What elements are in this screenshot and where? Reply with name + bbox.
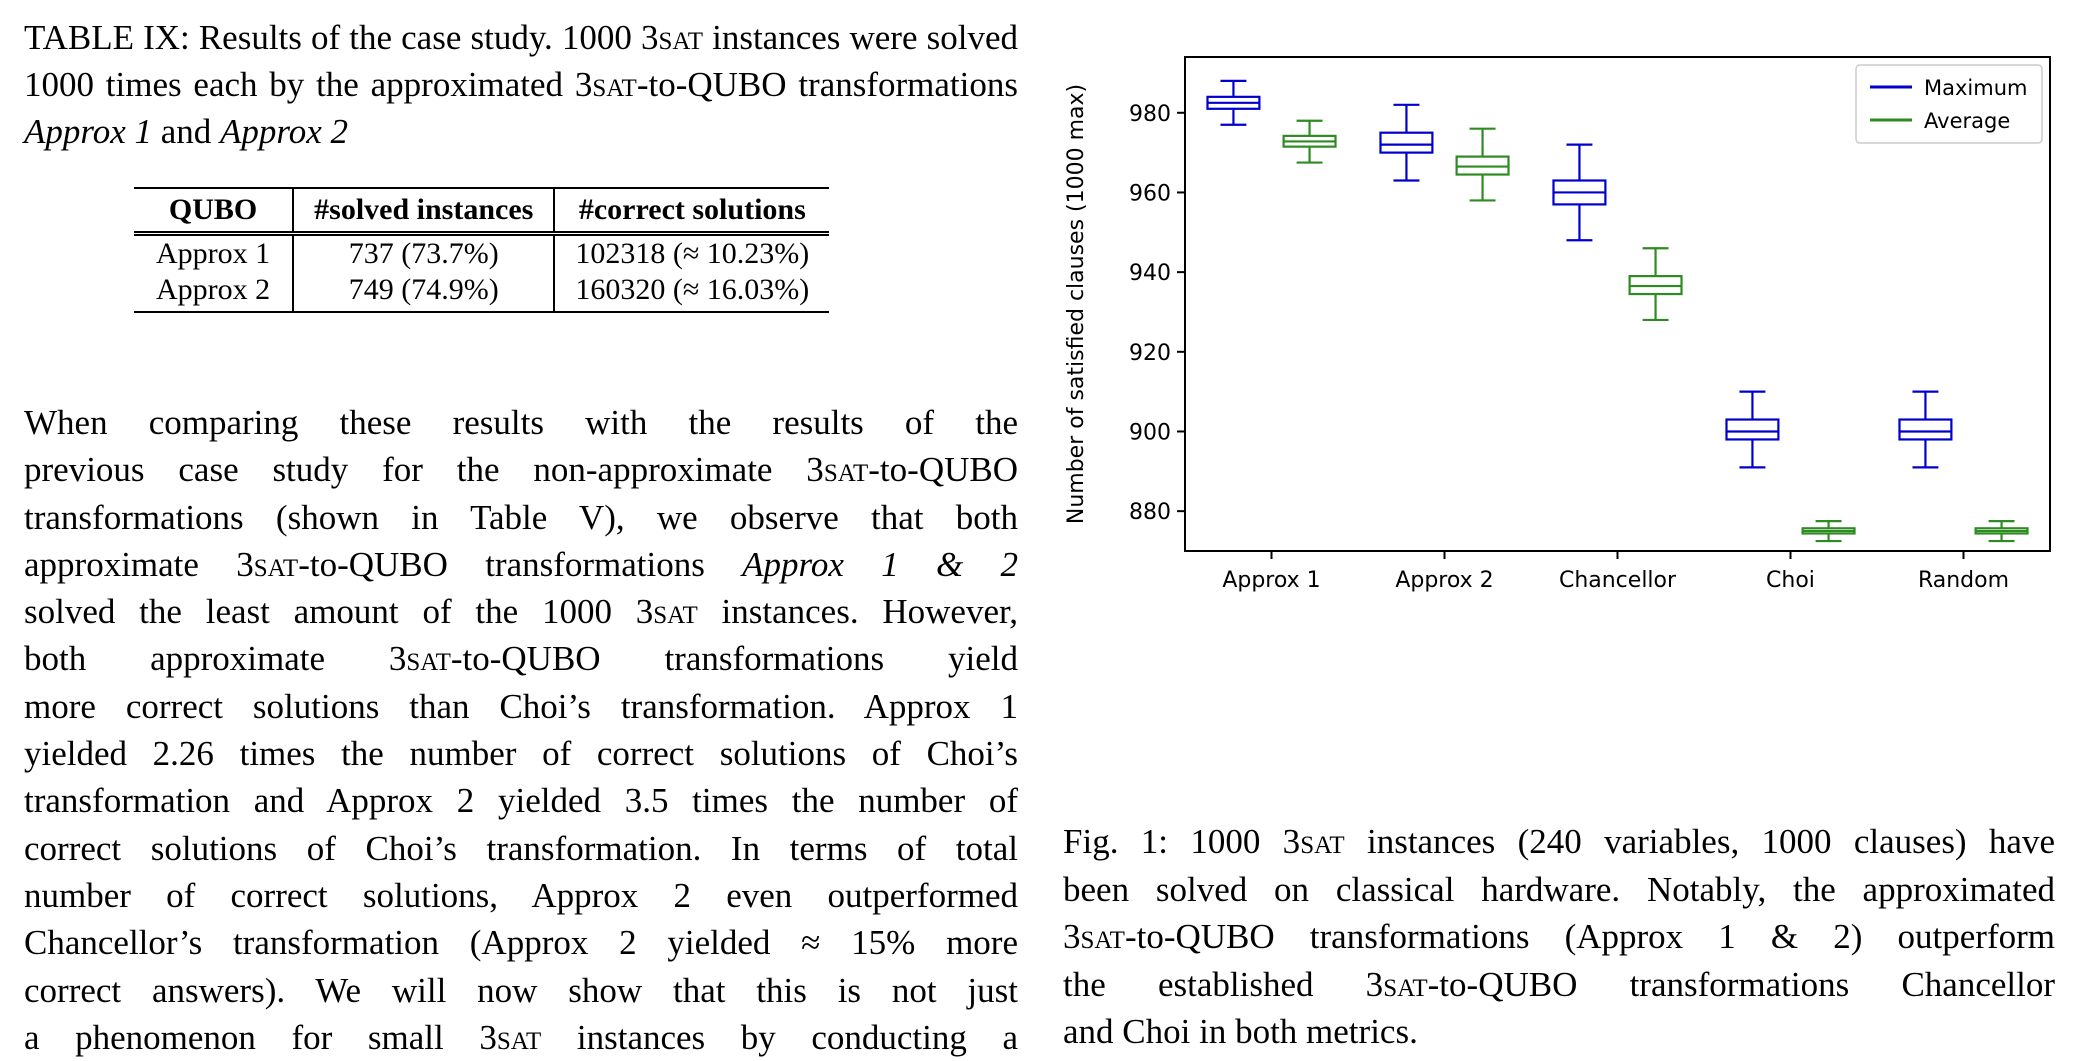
paragraph-line: a phenomenon for small 3sat instances by… <box>24 1017 1018 1057</box>
figure-caption-line: 3sat-to-QUBO transformations (Approx 1 &… <box>1063 917 2055 956</box>
y-tick-label: 880 <box>1129 500 1171 525</box>
table-header: #solved instances <box>292 187 555 236</box>
figure-caption: Fig. 1: 1000 3sat instances (240 variabl… <box>1063 818 2055 1056</box>
box <box>1898 418 1953 441</box>
box <box>1379 131 1434 154</box>
boxplot-figure: 880 900 920 940 960 980 Number of satisfied cl… <box>1040 40 2074 780</box>
legend-label: Average <box>1924 109 2010 133</box>
y-axis-label: Number of satisfied clauses (1000 max) <box>1064 84 1089 524</box>
x-tick-label: Approx 1 <box>1222 568 1320 593</box>
y-tick-label: 920 <box>1129 341 1171 366</box>
x-tick-label: Approx 2 <box>1395 568 1493 593</box>
table-header: QUBO <box>134 187 294 236</box>
paragraph-line: previous case study for the non-approxim… <box>24 450 1018 490</box>
table-header-row: QUBO #solved instances #correct solution… <box>134 187 830 236</box>
paragraph-line: solved the least amount of the 1000 3sat… <box>24 592 1018 632</box>
y-tick-label: 980 <box>1129 102 1171 127</box>
figure-caption-line: Fig. 1: 1000 3sat instances (240 variabl… <box>1063 822 2055 861</box>
table-block: TABLE IX: Results of the case study. 100… <box>24 14 1018 313</box>
legend-label: Maximum <box>1924 76 2027 100</box>
x-tick-label: Random <box>1918 568 2009 593</box>
boxplot-chart: 880 900 920 940 960 980 Number of satisfied cl… <box>1064 56 2051 593</box>
table-header: #correct solutions <box>553 187 830 236</box>
paragraph-line: When comparing these results with the re… <box>24 403 1018 442</box>
table-row: Approx 1 737 (73.7%) 102318 (≈ 10.23%) <box>134 233 830 272</box>
figure-caption-line: been solved on classical hardware. Notab… <box>1063 869 2055 909</box>
table-cell: 737 (73.7%) <box>292 233 555 272</box>
paragraph-line: yielded 2.26 times the number of correct… <box>24 734 1018 774</box>
paragraph-line: approximate 3sat-to-QUBO transformations… <box>24 544 1018 584</box>
box <box>1206 95 1261 110</box>
figure-caption-line: the established 3sat-to-QUBO transformat… <box>1063 964 2055 1004</box>
paragraph-line: correct solutions of Choi’s transformati… <box>24 828 1018 868</box>
table-cell: Approx 1 <box>156 237 271 270</box>
table-row: Approx 2 749 (74.9%) 160320 (≈ 16.03%) <box>134 272 830 313</box>
results-table: QUBO #solved instances #correct solution… <box>134 187 830 313</box>
box <box>1725 418 1780 441</box>
table-cell: 102318 (≈ 10.23%) <box>553 233 830 272</box>
x-tick-label: Choi <box>1766 568 1815 593</box>
table-cell: 749 (74.9%) <box>292 272 555 313</box>
table-caption: TABLE IX: Results of the case study. 100… <box>24 18 1018 151</box>
y-tick-label: 900 <box>1129 420 1171 445</box>
figure-caption-line: and Choi in both metrics. <box>1063 1012 1418 1051</box>
paragraph-line: correct answers). We will now show that … <box>24 970 1018 1010</box>
paragraph-line: transformations (shown in Table V), we o… <box>24 497 1018 537</box>
x-tick-label: Chancellor <box>1559 568 1677 593</box>
paragraph-line: more correct solutions than Choi’s trans… <box>24 686 1018 726</box>
body-paragraph: When comparing these results with the re… <box>24 399 1018 1061</box>
table-cell: 160320 (≈ 16.03%) <box>553 272 830 313</box>
paragraph-line: Chancellor’s transformation (Approx 2 yi… <box>24 923 1018 963</box>
paragraph-line: transformation and Approx 2 yielded 3.5 … <box>24 781 1018 821</box>
paragraph-line: both approximate 3sat-to-QUBO transforma… <box>24 639 1018 679</box>
y-tick-label: 960 <box>1129 181 1171 206</box>
legend-box <box>1855 64 2043 144</box>
y-tick-label: 940 <box>1129 261 1171 286</box>
paragraph-line: number of correct solutions, Approx 2 ev… <box>24 875 1018 915</box>
table-cell: Approx 2 <box>134 272 294 313</box>
